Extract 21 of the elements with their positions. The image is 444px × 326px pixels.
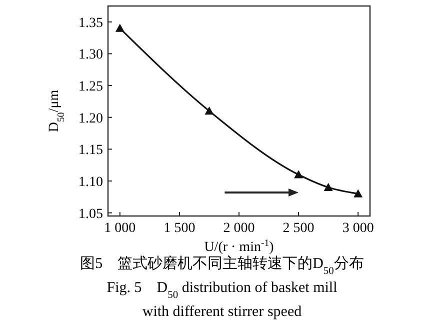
y-tick-label: 1.05 bbox=[78, 206, 103, 222]
y-tick-label: 1.30 bbox=[78, 48, 103, 63]
y-tick-label: 1.15 bbox=[78, 143, 103, 158]
x-tick-label: 1 500 bbox=[164, 221, 196, 236]
point bbox=[204, 106, 214, 115]
x-tick-label: 1 000 bbox=[104, 221, 136, 236]
caption: 图5 篮式砂磨机不同主轴转速下的D$_{50}$分布 bbox=[80, 255, 364, 276]
point bbox=[115, 24, 124, 32]
y-tick-label: 1.10 bbox=[78, 175, 103, 190]
y-tick-label: 1.20 bbox=[78, 111, 103, 126]
point bbox=[354, 189, 363, 198]
text: with different stirrer speed bbox=[142, 304, 302, 320]
point bbox=[324, 182, 333, 191]
x-tick-label: 3 000 bbox=[342, 221, 374, 236]
caption: Fig. 5 D$_{50}$ distribution of basket mill bbox=[106, 280, 338, 300]
y-tick-label: 1.25 bbox=[78, 80, 103, 95]
x-tick-label: 2 000 bbox=[223, 221, 255, 236]
y-tick-label: 1.35 bbox=[78, 16, 103, 31]
x-axis-title: U/(r · min$^{-1}$) bbox=[204, 238, 274, 255]
point bbox=[294, 170, 304, 178]
x-tick-label: 2 500 bbox=[282, 221, 314, 236]
